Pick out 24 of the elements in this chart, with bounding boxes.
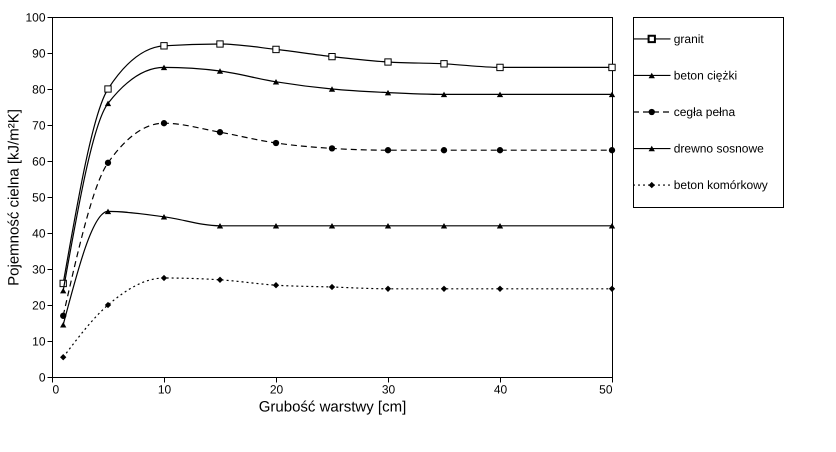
x-tick-label: 10 <box>158 382 172 396</box>
y-tick-label: 100 <box>25 10 46 24</box>
legend-label: drewno sosnowe <box>674 142 764 156</box>
y-tick-label: 90 <box>32 46 46 60</box>
y-axis-title: Pojemność cielna [kJ/m²K] <box>5 109 22 286</box>
x-tick-label: 40 <box>494 382 508 396</box>
y-tick-label: 80 <box>32 82 46 96</box>
x-tick-label: 20 <box>270 382 284 396</box>
y-tick-label: 0 <box>38 370 46 384</box>
y-tick-label: 60 <box>32 154 46 168</box>
legend-label: beton ciężki <box>674 68 738 82</box>
legend-label: granit <box>674 32 704 46</box>
y-tick-label: 50 <box>32 190 46 204</box>
legend-label: beton komórkowy <box>674 178 768 192</box>
x-axis-title: Grubość warstwy [cm] <box>258 398 406 416</box>
y-tick-label: 30 <box>32 262 46 276</box>
x-tick-label: 0 <box>52 382 60 396</box>
legend-label: cegła pełna <box>674 105 736 119</box>
x-tick-label: 50 <box>599 382 613 396</box>
y-tick-label: 10 <box>32 334 46 348</box>
y-tick-label: 40 <box>32 226 46 240</box>
x-tick-label: 30 <box>382 382 396 396</box>
y-tick-label: 70 <box>32 118 46 132</box>
y-tick-label: 20 <box>32 298 46 312</box>
